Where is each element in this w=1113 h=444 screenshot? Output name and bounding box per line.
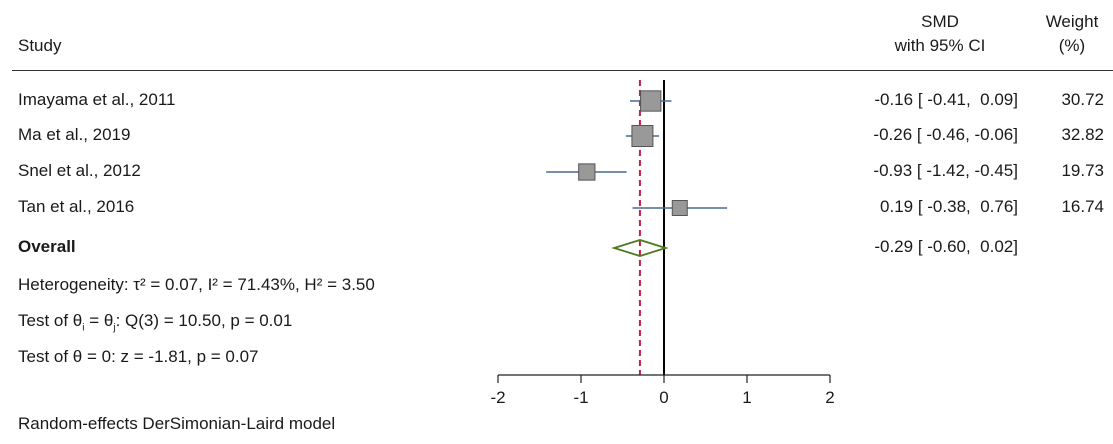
study-name: Ma et al., 2019 <box>18 125 131 144</box>
column-header-smd: SMD with 95% CI <box>880 10 1000 58</box>
study-ci-text: 0.19 [ -0.38, 0.76] <box>880 197 1018 216</box>
x-tick-label: -2 <box>490 388 505 407</box>
x-tick-label: 1 <box>742 388 751 407</box>
x-tick-label: -1 <box>573 388 588 407</box>
test-thetas-prefix: Test of θ <box>18 311 83 330</box>
weight-header-line1: Weight <box>1045 12 1099 31</box>
study-marker <box>578 163 596 181</box>
test-thetas-suffix: : Q(3) = 10.50, p = 0.01 <box>115 311 293 330</box>
header-divider <box>12 70 1113 71</box>
test-thetas-sub-i: i <box>82 322 85 334</box>
study-weight: 19.73 <box>1061 161 1104 180</box>
x-tick-label: 0 <box>659 388 668 407</box>
test-thetas-equal-text: Test of θi = θj: Q(3) = 10.50, p = 0.01 <box>18 311 292 338</box>
study-marker <box>631 125 654 147</box>
test-thetas-mid: = θ <box>84 311 114 330</box>
model-note: Random-effects DerSimonian-Laird model <box>18 414 336 433</box>
study-ci-text: -0.16 [ -0.41, 0.09] <box>874 90 1018 109</box>
study-name: Imayama et al., 2011 <box>18 90 176 109</box>
study-marker <box>640 90 662 112</box>
study-weight: 32.82 <box>1061 125 1104 144</box>
overall-label: Overall <box>18 237 76 256</box>
column-header-study: Study <box>18 36 62 55</box>
study-weight: 30.72 <box>1061 90 1104 109</box>
test-theta-zero-text: Test of θ = 0: z = -1.81, p = 0.07 <box>18 347 259 366</box>
x-tick-label: 2 <box>825 388 834 407</box>
study-weight: 16.74 <box>1061 197 1104 216</box>
study-ci-text: -0.93 [ -1.42, -0.45] <box>873 161 1018 180</box>
weight-header-line2: (%) <box>1058 36 1086 55</box>
smd-header-line1: SMD <box>921 12 959 31</box>
smd-header-line2: with 95% CI <box>894 36 986 55</box>
heterogeneity-text: Heterogeneity: τ² = 0.07, I² = 71.43%, H… <box>18 275 375 294</box>
overall-diamond <box>611 239 669 257</box>
study-ci-text: -0.26 [ -0.46, -0.06] <box>873 125 1018 144</box>
test-thetas-sub-j: j <box>113 322 116 334</box>
study-marker <box>671 200 688 216</box>
study-name: Snel et al., 2012 <box>18 161 141 180</box>
column-header-weight: Weight (%) <box>1034 10 1110 58</box>
study-name: Tan et al., 2016 <box>18 197 135 216</box>
overall-ci-text: -0.29 [ -0.60, 0.02] <box>874 237 1018 256</box>
